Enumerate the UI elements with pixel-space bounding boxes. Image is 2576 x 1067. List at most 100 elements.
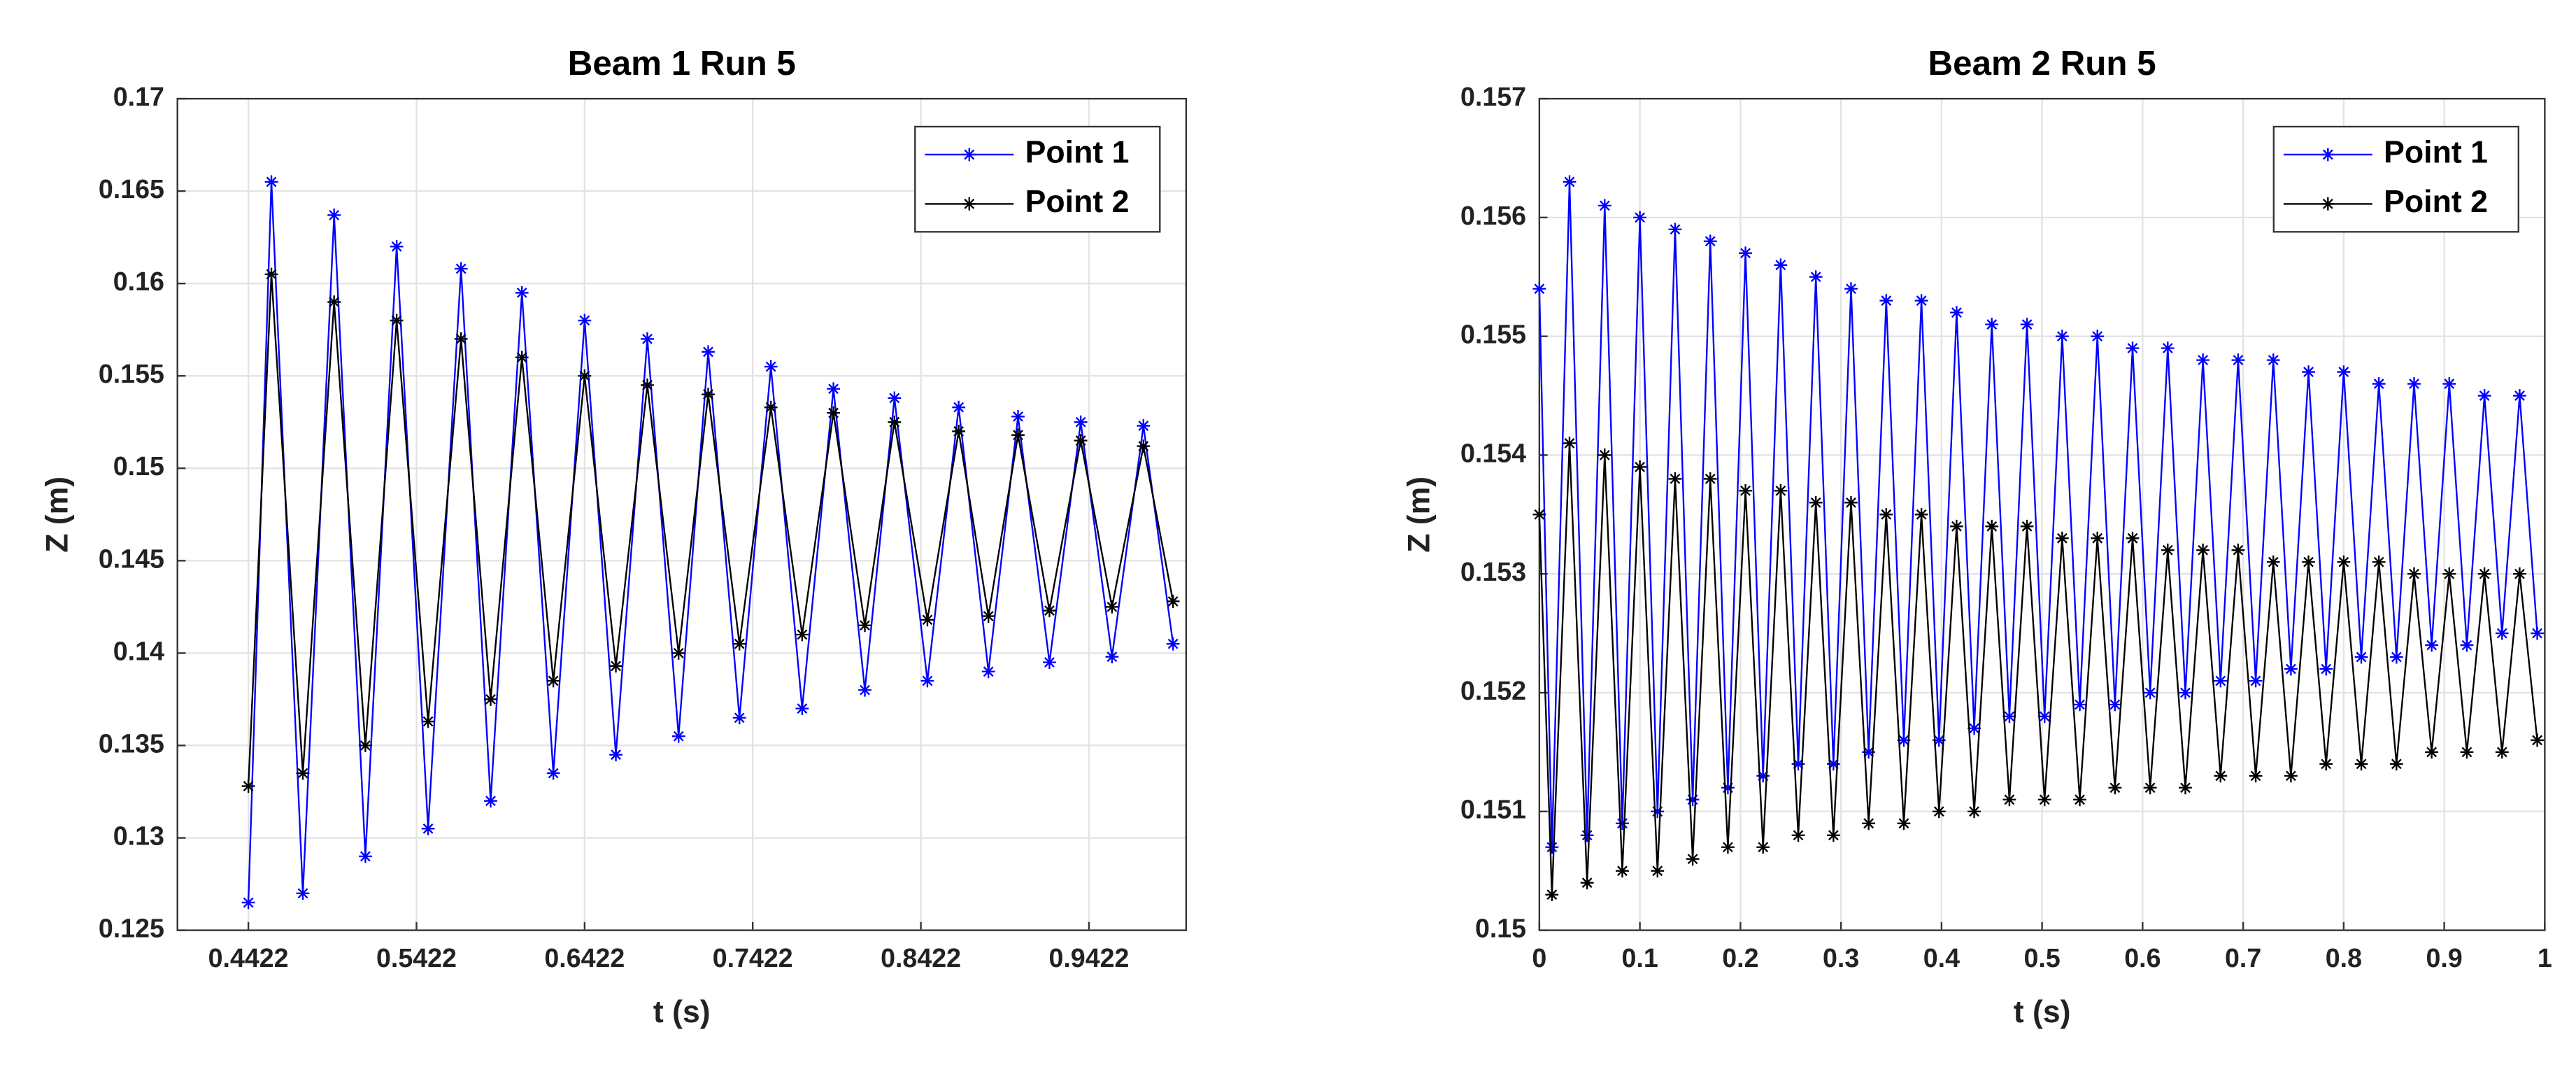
- marker: [1043, 604, 1056, 618]
- marker: [671, 646, 685, 660]
- x-tick-label: 0.9422: [1048, 943, 1129, 973]
- marker: [1651, 805, 1665, 819]
- marker: [1105, 650, 1119, 664]
- x-tick-label: 1: [2538, 943, 2552, 973]
- marker: [609, 748, 622, 762]
- marker: [1862, 817, 1876, 831]
- marker: [1105, 600, 1119, 614]
- marker: [1011, 409, 1025, 423]
- marker: [2143, 686, 2157, 700]
- marker: [1686, 793, 1700, 807]
- marker: [1739, 483, 1752, 497]
- marker: [2073, 793, 2086, 807]
- legend-marker: [2321, 197, 2335, 211]
- y-tick-label: 0.15: [113, 451, 164, 481]
- legend-label: Point 1: [1025, 136, 1130, 170]
- marker: [2002, 709, 2016, 723]
- marker: [2354, 650, 2368, 664]
- marker: [1011, 428, 1025, 442]
- marker: [2389, 757, 2403, 771]
- marker: [2266, 555, 2280, 569]
- marker: [1651, 864, 1665, 878]
- marker: [1967, 721, 1981, 735]
- marker: [1897, 817, 1911, 831]
- y-tick-label: 0.153: [1460, 557, 1526, 586]
- marker: [732, 711, 746, 725]
- marker: [2284, 769, 2298, 783]
- marker: [858, 619, 871, 633]
- marker: [2179, 781, 2192, 795]
- marker: [2513, 389, 2526, 402]
- marker: [421, 821, 435, 835]
- legend-label: Point 2: [2384, 185, 2488, 219]
- marker: [1862, 745, 1876, 759]
- marker: [546, 766, 560, 780]
- marker: [2319, 757, 2333, 771]
- legend-label: Point 1: [2384, 136, 2488, 170]
- marker: [732, 637, 746, 651]
- marker: [1532, 282, 1546, 296]
- marker: [1616, 864, 1629, 878]
- y-tick-label: 0.156: [1460, 201, 1526, 230]
- x-tick-label: 0.5: [2023, 943, 2060, 973]
- marker: [2020, 318, 2034, 332]
- marker: [2425, 638, 2439, 652]
- marker: [1563, 175, 1577, 189]
- marker: [2055, 330, 2069, 344]
- x-tick-label: 0.6: [2124, 943, 2161, 973]
- marker: [2495, 626, 2509, 640]
- marker: [2126, 341, 2140, 355]
- marker: [2214, 674, 2228, 688]
- marker: [2354, 757, 2368, 771]
- marker: [1826, 828, 1840, 842]
- marker: [1668, 222, 1682, 236]
- marker: [1137, 439, 1151, 453]
- marker: [2143, 781, 2157, 795]
- marker: [296, 886, 310, 900]
- x-tick-label: 0.9: [2426, 943, 2462, 973]
- x-tick-label: 0.8: [2326, 943, 2362, 973]
- marker: [1914, 294, 1928, 308]
- legend-box: [914, 125, 1161, 233]
- chart-title: Beam 1 Run 5: [568, 44, 796, 83]
- marker: [515, 286, 529, 299]
- marker: [2460, 638, 2474, 652]
- marker: [702, 388, 715, 402]
- y-tick-label: 0.16: [113, 267, 164, 296]
- marker: [858, 683, 871, 697]
- x-tick-label: 0.4422: [208, 943, 289, 973]
- marker: [241, 896, 255, 910]
- marker: [2319, 662, 2333, 676]
- marker: [1985, 519, 1999, 533]
- marker: [2231, 543, 2245, 557]
- marker: [2302, 555, 2315, 569]
- y-axis-label: Z (m): [40, 476, 74, 553]
- marker: [454, 332, 468, 346]
- marker: [2460, 745, 2474, 759]
- legend-box: [2272, 125, 2519, 233]
- marker: [2425, 745, 2439, 759]
- chart-title: Beam 2 Run 5: [1928, 44, 2156, 83]
- marker: [359, 849, 372, 863]
- marker: [1950, 519, 1963, 533]
- marker: [641, 332, 654, 346]
- marker: [578, 313, 592, 327]
- marker: [2108, 781, 2122, 795]
- marker: [2302, 365, 2315, 379]
- marker: [1844, 495, 1858, 509]
- marker: [1826, 757, 1840, 771]
- series-line: [1538, 181, 2538, 847]
- x-axis-label: t (s): [653, 995, 711, 1029]
- marker: [359, 739, 372, 752]
- marker: [1703, 234, 1717, 248]
- legend-label: Point 2: [1025, 185, 1130, 219]
- marker: [327, 295, 341, 309]
- marker: [1791, 828, 1805, 842]
- marker: [241, 779, 255, 793]
- marker: [2020, 519, 2034, 533]
- y-tick-label: 0.155: [99, 359, 164, 388]
- marker: [2407, 567, 2421, 581]
- marker: [2073, 698, 2086, 712]
